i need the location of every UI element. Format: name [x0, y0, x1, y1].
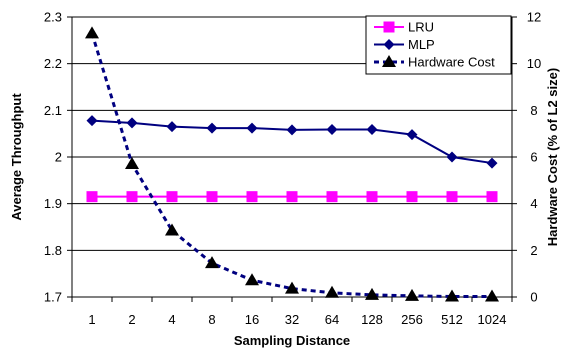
- left-tick-label: 2.1: [44, 103, 62, 118]
- legend-marker-hardware-cost: [382, 55, 396, 67]
- data-point-hardware-cost: [365, 287, 379, 300]
- data-point-lru: [166, 191, 178, 203]
- data-point-hardware-cost: [285, 281, 299, 294]
- data-point-hardware-cost: [245, 273, 259, 286]
- x-tick-label: 512: [441, 312, 463, 327]
- data-point-mlp: [286, 124, 298, 136]
- right-axis-ticks: 0 2 4 6 8 10 12: [512, 10, 541, 305]
- right-axis-title: Hardware Cost (% of L2 size): [545, 68, 560, 246]
- data-point-lru: [246, 191, 258, 203]
- legend-label-hardware-cost: Hardware Cost: [408, 55, 495, 70]
- data-point-mlp: [126, 117, 138, 129]
- data-point-lru: [406, 191, 418, 203]
- left-tick-label: 1.7: [44, 290, 62, 305]
- data-point-mlp: [326, 123, 338, 135]
- x-tick-label: 2: [128, 312, 135, 327]
- left-tick-label: 2.3: [44, 10, 62, 25]
- data-point-mlp: [86, 115, 98, 127]
- left-tick-label: 2.2: [44, 56, 62, 71]
- x-tick-label: 128: [361, 312, 383, 327]
- data-point-hardware-cost: [125, 157, 139, 169]
- right-tick-label: 0: [530, 290, 537, 305]
- data-point-hardware-cost: [405, 288, 419, 301]
- data-point-mlp: [406, 129, 418, 141]
- x-tick-label: 1: [88, 312, 95, 327]
- legend-marker-lru: [383, 21, 395, 33]
- legend: LRU MLP Hardware Cost: [365, 15, 512, 75]
- legend-item-lru: LRU: [374, 20, 434, 35]
- left-axis-title: Average Throughput: [9, 93, 24, 221]
- data-point-hardware-cost: [325, 285, 339, 298]
- data-point-lru: [486, 191, 498, 203]
- series-layer: [85, 26, 499, 302]
- x-tick-label: 32: [285, 312, 299, 327]
- data-point-lru: [126, 191, 138, 203]
- data-point-mlp: [246, 122, 258, 134]
- left-tick-label: 1.9: [44, 196, 62, 211]
- series-mlp: [86, 115, 498, 169]
- right-tick-label: 2: [530, 243, 537, 258]
- x-axis-title: Sampling Distance: [234, 333, 350, 348]
- x-tick-label: 256: [401, 312, 423, 327]
- data-point-mlp: [446, 151, 458, 163]
- data-point-lru: [206, 191, 218, 203]
- data-point-hardware-cost: [85, 26, 99, 39]
- x-tick-label: 4: [168, 312, 175, 327]
- right-tick-label: 12: [527, 10, 541, 25]
- legend-item-hardware-cost: Hardware Cost: [374, 55, 495, 70]
- legend-marker-mlp: [383, 39, 395, 50]
- data-point-lru: [446, 191, 458, 203]
- x-axis-ticks: 1 2 4 8 16 32 64 128 256 512 1024: [71, 297, 513, 327]
- x-tick-label: 64: [325, 312, 339, 327]
- x-tick-label: 8: [208, 312, 215, 327]
- left-axis-ticks: 1.7 1.8 1.9 2 2.1 2.2 2.3: [44, 10, 72, 305]
- series-hardware-cost: [85, 26, 499, 302]
- right-tick-label: 4: [530, 196, 537, 211]
- x-tick-label: 16: [245, 312, 259, 327]
- right-tick-label: 10: [527, 56, 541, 71]
- data-point-lru: [366, 191, 378, 203]
- legend-item-mlp: MLP: [374, 37, 435, 52]
- data-point-hardware-cost: [205, 256, 219, 269]
- data-point-mlp: [206, 122, 218, 134]
- data-point-mlp: [166, 121, 178, 133]
- data-point-lru: [86, 191, 98, 203]
- data-point-hardware-cost: [485, 289, 499, 302]
- data-point-mlp: [486, 157, 498, 169]
- legend-label-lru: LRU: [408, 20, 434, 35]
- data-point-hardware-cost: [445, 289, 459, 302]
- right-tick-label: 8: [530, 103, 537, 118]
- right-tick-label: 6: [530, 150, 537, 165]
- data-point-hardware-cost: [165, 223, 179, 236]
- left-tick-label: 1.8: [44, 243, 62, 258]
- left-tick-label: 2: [55, 150, 62, 165]
- data-point-lru: [286, 191, 298, 203]
- data-point-mlp: [366, 123, 378, 135]
- data-point-lru: [326, 191, 338, 203]
- x-tick-label: 1024: [478, 312, 507, 327]
- series-lru: [86, 191, 498, 203]
- legend-label-mlp: MLP: [408, 37, 435, 52]
